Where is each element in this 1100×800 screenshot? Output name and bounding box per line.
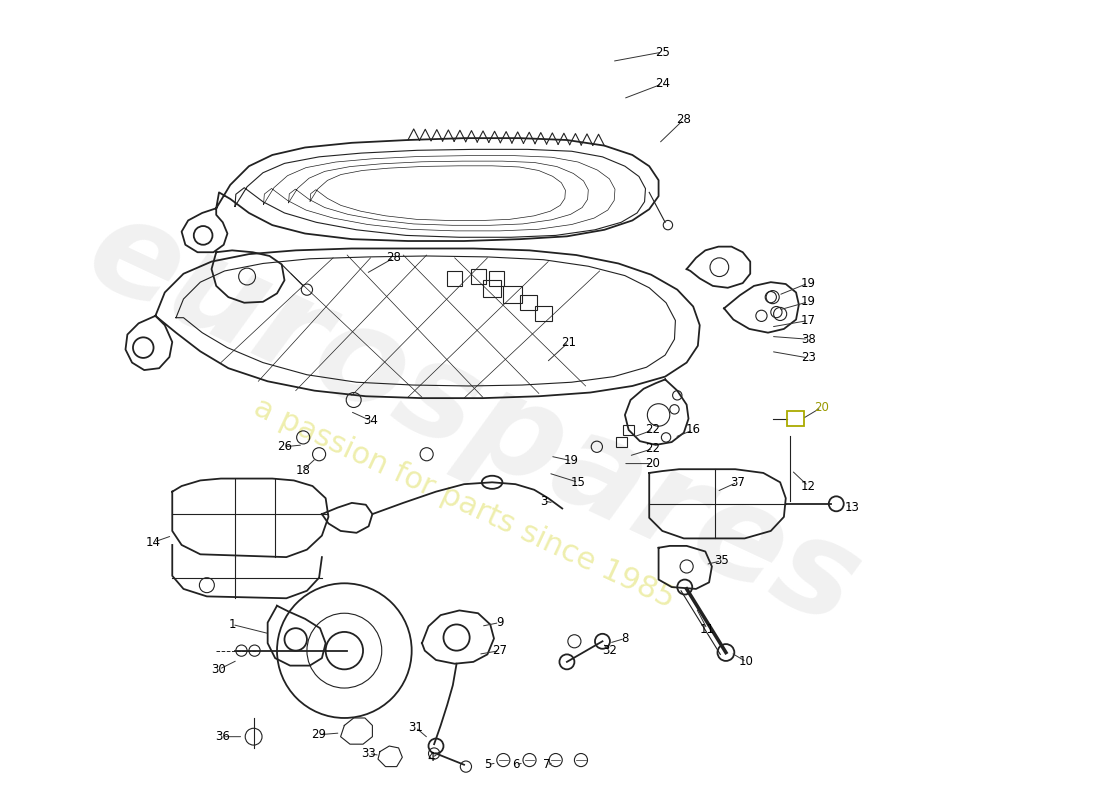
Bar bbox=[616, 438, 627, 446]
Text: 28: 28 bbox=[386, 251, 402, 264]
Text: 19: 19 bbox=[801, 295, 816, 308]
Text: 6: 6 bbox=[512, 758, 519, 771]
Text: 38: 38 bbox=[801, 333, 815, 346]
Text: a passion for parts since 1985: a passion for parts since 1985 bbox=[249, 392, 679, 614]
Bar bbox=[520, 295, 537, 310]
Text: 21: 21 bbox=[561, 335, 576, 349]
Text: 27: 27 bbox=[492, 644, 507, 657]
Text: 31: 31 bbox=[408, 721, 422, 734]
Text: 9: 9 bbox=[496, 616, 504, 629]
Text: 3: 3 bbox=[540, 494, 547, 507]
Text: 34: 34 bbox=[363, 414, 378, 427]
Text: 22: 22 bbox=[646, 423, 660, 437]
Text: 26: 26 bbox=[277, 440, 292, 454]
Text: 12: 12 bbox=[801, 479, 816, 493]
Bar bbox=[623, 426, 635, 434]
Bar bbox=[786, 411, 803, 426]
Text: 25: 25 bbox=[654, 46, 670, 58]
Bar bbox=[483, 280, 502, 297]
Text: 14: 14 bbox=[146, 536, 161, 549]
Text: 19: 19 bbox=[801, 277, 816, 290]
Text: 20: 20 bbox=[646, 457, 660, 470]
Text: 11: 11 bbox=[700, 622, 715, 636]
Text: 23: 23 bbox=[801, 351, 815, 365]
Text: eurospares: eurospares bbox=[68, 185, 879, 653]
Text: 36: 36 bbox=[216, 730, 230, 743]
Text: 13: 13 bbox=[845, 501, 859, 514]
Text: 5: 5 bbox=[484, 758, 491, 771]
Text: 17: 17 bbox=[801, 314, 816, 327]
Text: 35: 35 bbox=[714, 554, 728, 567]
Text: 29: 29 bbox=[310, 728, 326, 742]
Bar bbox=[535, 306, 552, 322]
Text: 8: 8 bbox=[621, 632, 628, 645]
Text: 32: 32 bbox=[603, 644, 617, 657]
Bar bbox=[490, 271, 504, 286]
Text: 37: 37 bbox=[729, 476, 745, 489]
Text: 15: 15 bbox=[571, 476, 585, 489]
Text: 4: 4 bbox=[428, 750, 436, 764]
Bar bbox=[448, 271, 462, 286]
Text: 19: 19 bbox=[564, 454, 579, 467]
Text: 30: 30 bbox=[211, 663, 227, 676]
Bar bbox=[504, 286, 522, 302]
Text: 1: 1 bbox=[229, 618, 235, 631]
Text: 28: 28 bbox=[676, 113, 691, 126]
Text: 20: 20 bbox=[814, 401, 828, 414]
Text: 33: 33 bbox=[361, 747, 376, 760]
Text: 7: 7 bbox=[542, 758, 550, 771]
Text: 24: 24 bbox=[654, 78, 670, 90]
Text: 22: 22 bbox=[646, 442, 660, 455]
Text: 10: 10 bbox=[739, 655, 754, 668]
Bar bbox=[471, 269, 485, 284]
Text: 16: 16 bbox=[685, 423, 701, 437]
Text: 18: 18 bbox=[296, 464, 310, 477]
